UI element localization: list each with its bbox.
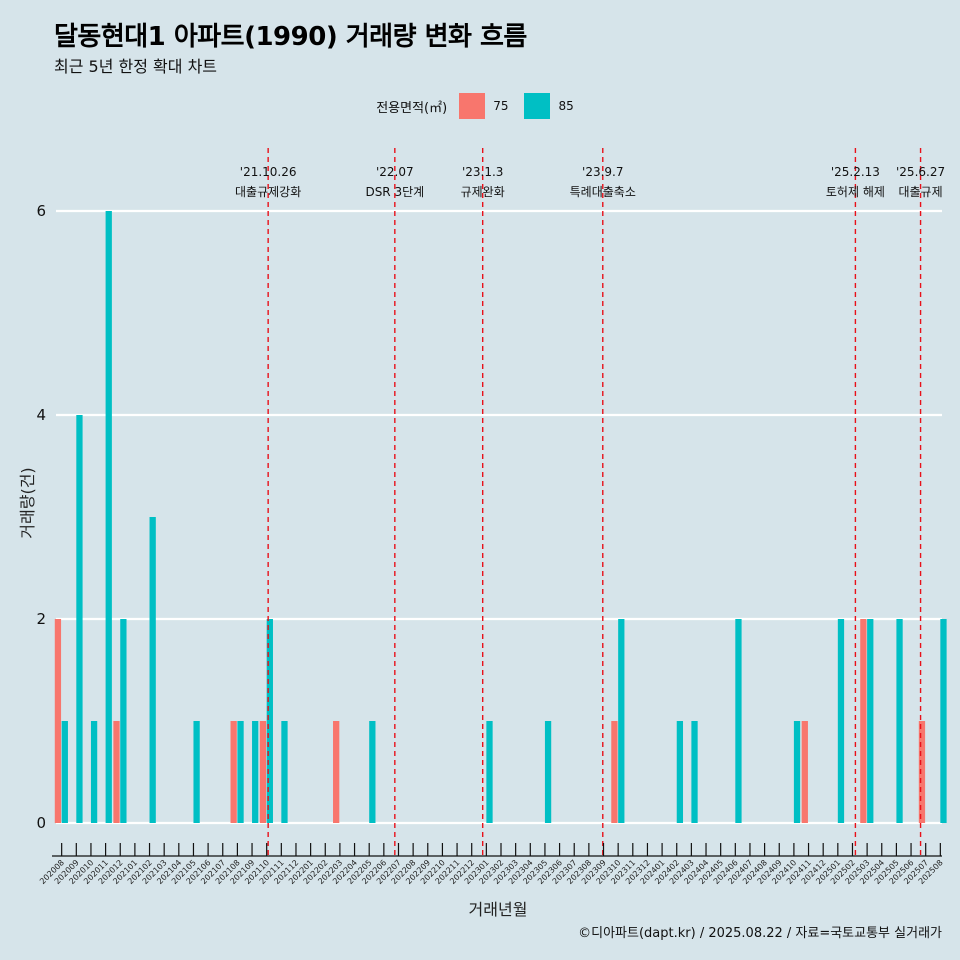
legend-title: 전용면적(㎡) (376, 100, 448, 116)
event-date-5: '25.6.27 (896, 165, 945, 179)
legend-label-75: 75 (493, 99, 509, 113)
event-date-3: '23.9.7 (582, 165, 623, 179)
bar-85-202503 (867, 619, 874, 823)
bar-85-202010 (90, 721, 98, 823)
bar-85-202301 (486, 721, 493, 823)
bar-75-202310 (611, 721, 618, 823)
source-caption: ©디아파트(dapt.kr) / 2025.08.22 / 자료=국토교통부 실… (578, 926, 942, 941)
legend-swatch-75 (459, 93, 486, 119)
bar-85-202205 (369, 721, 376, 823)
bar-85-202410 (793, 721, 801, 823)
bar-85-202310 (618, 619, 625, 823)
bar-85-202508 (940, 619, 947, 823)
y-tick-label-2: 2 (36, 610, 46, 628)
event-date-2: '23.1.3 (462, 165, 503, 179)
bar-85-202111 (281, 721, 288, 823)
bar-85-202009 (76, 415, 83, 823)
y-tick-label-4: 4 (36, 406, 46, 424)
event-label-4: 토허제 해제 (826, 185, 885, 199)
chart-title: 달동현대1 아파트(1990) 거래량 변화 흐름 (54, 22, 527, 52)
legend: 전용면적(㎡) 75 85 (0, 93, 960, 119)
bar-75-202411 (801, 721, 808, 823)
bar-75-202012 (113, 721, 120, 823)
y-axis-title: 거래량(건) (18, 467, 37, 538)
bar-75-202008 (54, 619, 62, 823)
y-tick-label-0: 0 (36, 814, 46, 832)
event-date-1: '22.07 (376, 165, 414, 179)
bar-85-202102 (149, 517, 156, 823)
x-axis-title: 거래년월 (469, 900, 528, 919)
bar-85-202406 (735, 619, 742, 823)
bar-85-202110 (266, 619, 273, 823)
chart-subtitle: 최근 5년 한정 확대 차트 (54, 57, 218, 76)
bar-85-202008 (61, 721, 68, 823)
bar-85-202011 (105, 211, 112, 823)
bar-85-202501 (837, 619, 845, 823)
bar-85-202109 (252, 721, 259, 823)
bar-75-202110 (259, 721, 267, 823)
event-label-3: 특례대출축소 (570, 185, 636, 199)
legend-swatch-85 (524, 93, 551, 119)
bar-85-202403 (691, 721, 698, 823)
bar-85-202402 (676, 721, 684, 823)
bar-75-202503 (860, 619, 867, 823)
bar-85-202105 (193, 721, 200, 823)
legend-label-85: 85 (558, 99, 574, 113)
bar-85-202305 (544, 721, 552, 823)
bar-75-202108 (230, 721, 237, 823)
event-label-1: DSR 3단계 (365, 185, 424, 199)
event-label-5: 대출규제 (898, 185, 942, 199)
event-date-4: '25.2.13 (831, 165, 880, 179)
bar-85-202108 (237, 721, 244, 823)
bar-85-202012 (120, 619, 127, 823)
bar-75-202203 (333, 721, 340, 823)
event-date-0: '21.10.26 (240, 165, 297, 179)
event-label-2: 규제완화 (461, 185, 505, 199)
bar-85-202505 (896, 619, 903, 823)
bar-75-202507 (918, 721, 926, 823)
y-tick-label-6: 6 (36, 202, 46, 220)
event-label-0: 대출규제강화 (235, 185, 301, 199)
